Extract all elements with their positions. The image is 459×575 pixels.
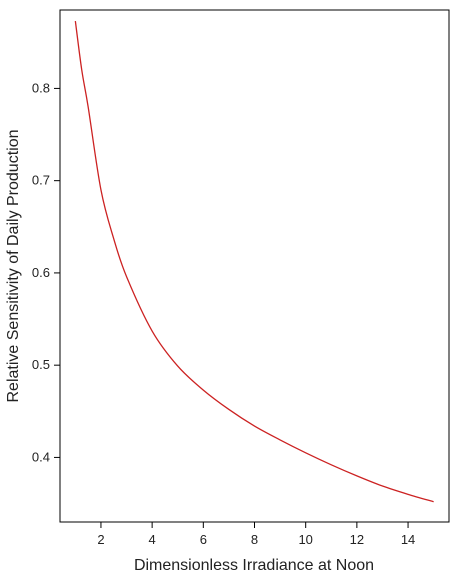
y-tick-label: 0.4: [32, 449, 50, 464]
y-tick-label: 0.5: [32, 357, 50, 372]
x-tick-label: 6: [200, 532, 207, 547]
y-tick-label: 0.6: [32, 265, 50, 280]
x-axis-ticks: 2 4 6 8 10 12 14: [97, 522, 415, 547]
x-tick-label: 4: [149, 532, 156, 547]
x-tick-label: 14: [401, 532, 415, 547]
y-axis-ticks: 0.4 0.5 0.6 0.7 0.8: [32, 80, 60, 464]
y-tick-label: 0.7: [32, 173, 50, 188]
y-tick-label: 0.8: [32, 80, 50, 95]
plot-frame: [59, 9, 450, 523]
series-line: [74, 20, 434, 503]
x-axis-label: Dimensionless Irradiance at Noon: [134, 557, 374, 574]
x-tick-label: 8: [251, 532, 258, 547]
y-axis-label: Relative Sensitivity of Daily Production: [5, 129, 22, 402]
x-tick-label: 12: [350, 532, 364, 547]
x-tick-label: 10: [298, 532, 312, 547]
x-tick-label: 2: [97, 532, 104, 547]
